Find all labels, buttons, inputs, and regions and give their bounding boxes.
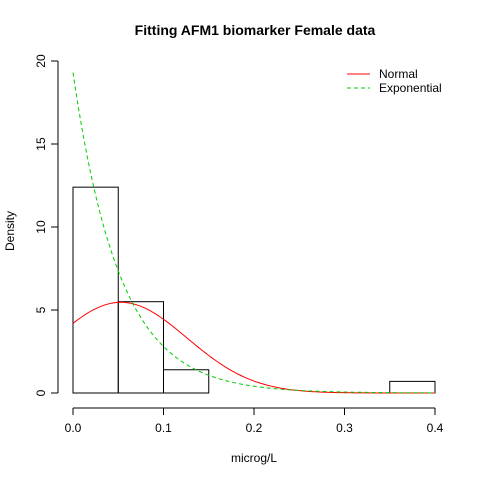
- x-axis: 0.0 0.1 0.2 0.3 0.4: [65, 407, 444, 435]
- exponential-curve: [72, 72, 436, 394]
- histogram-bars: [72, 186, 436, 394]
- y-tick-label: 5: [34, 306, 48, 313]
- x-tick-label: 0.4: [427, 421, 444, 435]
- y-tick-label: 0: [34, 389, 48, 396]
- histogram-bar-4: [389, 380, 436, 394]
- density-curves: [72, 72, 436, 394]
- y-tick-label: 10: [34, 220, 48, 234]
- y-tick-label: 20: [34, 54, 48, 68]
- y-axis-label: Density: [3, 211, 17, 251]
- x-tick-label: 0.2: [246, 421, 263, 435]
- histogram-bar-1: [72, 186, 119, 394]
- legend-label-exponential: Exponential: [379, 81, 442, 95]
- histogram-bar-2: [117, 301, 164, 394]
- x-tick-label: 0.3: [336, 421, 353, 435]
- chart-title: Fitting AFM1 biomarker Female data: [135, 22, 376, 38]
- y-axis: 0 5 10 15 20: [34, 54, 59, 396]
- y-tick-label: 15: [34, 137, 48, 151]
- x-axis-label: microg/L: [231, 451, 277, 465]
- x-tick-label: 0.1: [155, 421, 172, 435]
- normal-curve: [72, 301, 435, 394]
- x-tick-label: 0.0: [65, 421, 82, 435]
- legend-label-normal: Normal: [379, 67, 418, 81]
- histogram-bar-3: [163, 369, 210, 394]
